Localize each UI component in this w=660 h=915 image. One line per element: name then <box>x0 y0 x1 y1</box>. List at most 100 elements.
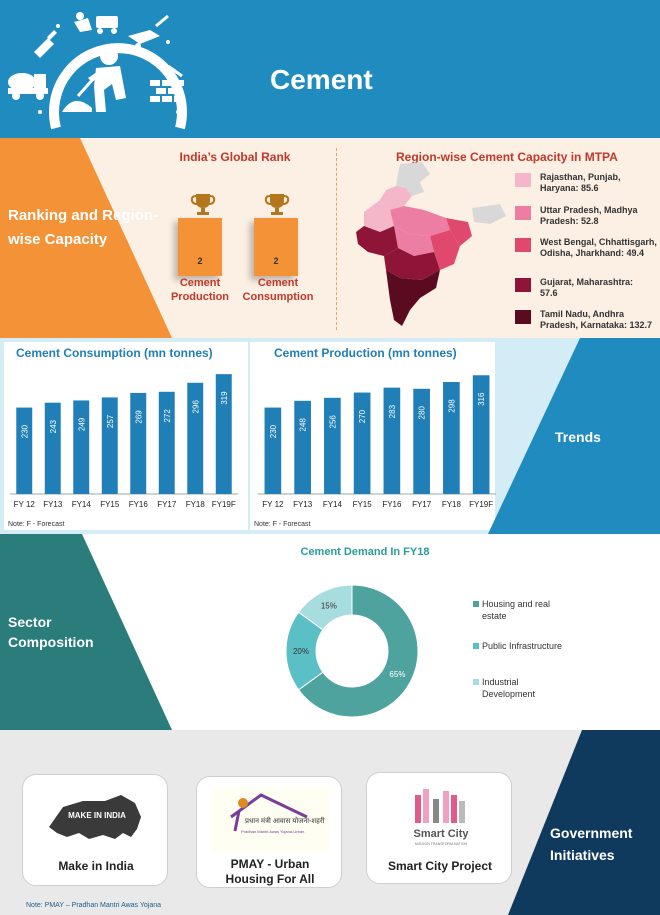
government-section-label: Government Initiatives <box>550 825 633 863</box>
cement-mixer-truck-icon <box>8 73 48 100</box>
construction-worker-icon <box>62 46 126 112</box>
government-initiatives-section: MAKE IN INDIA Make in India प्रधान मंत्र… <box>0 730 660 915</box>
donut-slice-label: 20% <box>293 647 309 656</box>
bar-value-label: 230 <box>269 424 278 438</box>
section-divider <box>336 148 337 330</box>
legend-item-west-line1: Gujarat, Maharashtra: <box>540 277 634 287</box>
lion-logo-icon: MAKE IN INDIA <box>49 795 141 839</box>
legend-item-industrial-line1: Industrial <box>482 677 519 687</box>
bar <box>16 407 33 494</box>
legend-item-housing: Housing and real estate <box>482 598 550 622</box>
bar-value-label: 316 <box>477 392 486 406</box>
production-chart-title: Cement Production (mn tonnes) <box>274 346 457 360</box>
rank-label-production-line2: Production <box>170 291 230 303</box>
x-tick-label: FY15 <box>100 500 120 509</box>
rank-label-consumption-line2: Consumption <box>242 291 314 303</box>
x-tick-label: FY17 <box>412 500 432 509</box>
rank-box-production <box>178 218 222 276</box>
legend-item-south: Tamil Nadu, Andhra Pradesh, Karnataka: 1… <box>540 309 660 331</box>
decor-dots-icon <box>38 24 180 114</box>
bar-value-label: 296 <box>191 400 200 414</box>
sector-composition-section: Sector Composition Cement Demand In FY18… <box>0 534 660 730</box>
initiative-label-pmay: PMAY - Urban Housing For All <box>197 857 343 887</box>
legend-item-south-line2: Pradesh, Karnataka: 132.7 <box>540 320 653 330</box>
legend-item-east: West Bengal, Chhattisgarh, Odisha, Jhark… <box>540 237 660 259</box>
pmay-logo-text: प्रधान मंत्री आवास योजना-शहरी <box>245 816 325 825</box>
bar <box>187 382 204 494</box>
bar <box>413 388 430 494</box>
page-title: Cement <box>270 64 373 95</box>
x-tick-label: FY19F <box>469 500 493 509</box>
initiative-label-pmay-line1: PMAY - Urban <box>230 857 310 871</box>
sector-section-label: Sector Composition <box>8 614 94 650</box>
legend-swatch <box>473 601 479 607</box>
bar-value-label: 243 <box>49 419 58 433</box>
make-in-india-logo-text: MAKE IN INDIA <box>68 811 126 820</box>
bar-value-label: 256 <box>328 415 337 429</box>
bar-value-label: 319 <box>220 391 229 405</box>
initiative-card-pmay: प्रधान मंत्री आवास योजना-शहरी Pradhan Ma… <box>196 776 342 888</box>
production-chart-note: Note: F - Forecast <box>254 521 311 528</box>
legend-item-north: Rajasthan, Punjab, Haryana: 85.6 <box>540 172 660 194</box>
initiative-card-smart-city: Smart City MISSION TRANSFORM-NATION Smar… <box>366 772 512 884</box>
legend-swatch <box>515 310 531 324</box>
trend-bar-charts: 230 FY 12 243 FY13 249 FY14 257 FY15 269 FY16 272 F… <box>10 374 496 509</box>
demand-donut-chart: 65% 20% 15% <box>285 584 419 718</box>
wheelbarrow-icon <box>128 14 169 49</box>
bar <box>44 402 61 494</box>
x-tick-label: FY16 <box>129 500 149 509</box>
rank-value-consumption: 2 <box>273 256 279 266</box>
initiative-label-smart-city-line1: Smart City Project <box>387 859 493 873</box>
bar-value-label: 257 <box>106 414 115 428</box>
bar-value-label: 248 <box>299 418 308 432</box>
bar <box>264 407 282 494</box>
bar-value-label: 272 <box>163 409 172 423</box>
legend-item-industrial: Industrial Development <box>482 676 535 700</box>
miner-cart-icon <box>74 12 118 34</box>
trends-section-label: Trends <box>555 429 601 445</box>
donut-slice <box>297 584 353 631</box>
x-tick-label: FY14 <box>323 500 343 509</box>
legend-item-east-line2: Odisha, Jharkhand: 49.4 <box>540 248 645 258</box>
bar <box>294 400 311 494</box>
bar <box>215 374 232 494</box>
initiative-label-make-in-india: Make in India <box>23 859 169 874</box>
house-logo-icon: प्रधान मंत्री आवास योजना-शहरी Pradhan Ma… <box>211 787 329 853</box>
rank-label-consumption-line1: Cement <box>257 277 299 289</box>
rank-label-production: Cement Production <box>160 276 240 304</box>
ranking-tab-shape <box>0 138 172 338</box>
initiative-card-make-in-india: MAKE IN INDIA Make in India <box>22 774 168 886</box>
pmay-logo-subtext: Pradhan Mantri Awas Yojana-Urban <box>241 829 304 834</box>
donut-slice <box>297 584 419 718</box>
india-map <box>356 162 506 326</box>
legend-swatch <box>515 278 531 292</box>
legend-item-east-line1: West Bengal, Chhattisgarh, <box>540 237 657 247</box>
legend-swatch <box>515 238 531 252</box>
legend-item-infrastructure-line1: Public Infrastructure <box>482 641 563 651</box>
smart-city-logo-subtext: MISSION TRANSFORM-NATION <box>415 842 467 846</box>
sector-tab-shape <box>0 534 172 730</box>
brick-wall-icon <box>150 64 184 102</box>
consumption-chart-panel <box>4 342 248 530</box>
consumption-chart-note: Note: F - Forecast <box>8 521 65 528</box>
footnote: Note: PMAY – Pradhan Mantri Awas Yojana <box>26 902 162 909</box>
bar <box>443 382 460 494</box>
legend-item-north-line2: Haryana: 85.6 <box>540 183 599 193</box>
gov-tab-shape <box>508 730 660 915</box>
legend-item-north-line1: Rajasthan, Punjab, <box>540 172 621 182</box>
x-tick-label: FY16 <box>382 500 402 509</box>
x-tick-label: FY17 <box>157 500 177 509</box>
legend-swatch <box>473 643 479 649</box>
bar <box>353 392 371 494</box>
bar-value-label: 280 <box>418 406 427 420</box>
consumption-chart-title: Cement Consumption (mn tonnes) <box>16 346 213 360</box>
initiative-label-smart-city: Smart City Project <box>367 859 513 874</box>
legend-swatch <box>515 206 531 220</box>
bar <box>130 392 147 494</box>
header-illustration <box>8 12 187 130</box>
legend-item-west-line2: 57.6 <box>540 288 558 298</box>
donut-slice-label: 65% <box>389 670 405 679</box>
initiative-label-make-in-india-line1: Make in India <box>58 859 134 873</box>
global-rank-title: India’s Global Rank <box>179 150 291 164</box>
legend-item-housing-line2: estate <box>482 611 507 621</box>
